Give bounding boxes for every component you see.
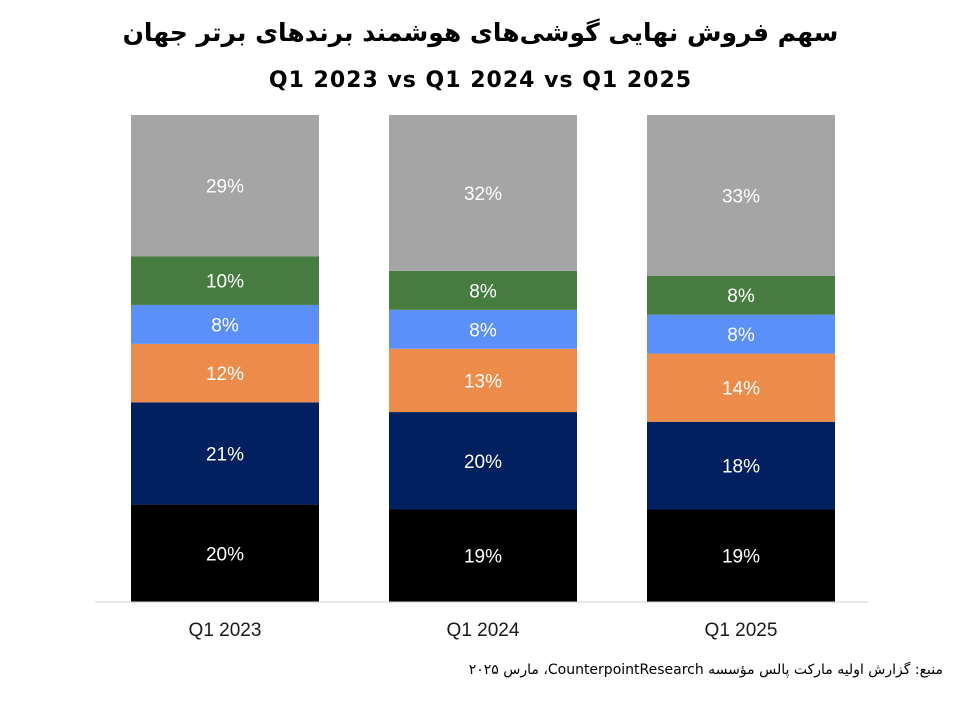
bar-segment-0-0 xyxy=(131,504,319,602)
data-label-1-4: 8% xyxy=(469,281,497,302)
category-label-1: Q1 2024 xyxy=(447,620,520,641)
bar-segment-1-1 xyxy=(389,412,577,510)
bar-segment-2-1 xyxy=(647,421,835,510)
data-label-2-5: 33% xyxy=(722,186,760,207)
bar-segment-2-0 xyxy=(647,509,835,602)
bar-segment-2-4 xyxy=(647,275,835,315)
bar-segment-0-3 xyxy=(131,304,319,344)
bar-segment-1-3 xyxy=(389,309,577,349)
bar-segment-0-5 xyxy=(131,115,319,257)
bars-group: 20% 21% 12% 8% 10% 29% 19% 20% 13% 8% 8% 32% 19% 18% 1… xyxy=(131,115,835,602)
bar-segment-0-1 xyxy=(131,402,319,505)
bar-segment-2-5 xyxy=(647,115,835,276)
data-label-0-5: 29% xyxy=(206,177,244,198)
category-label-2: Q1 2025 xyxy=(705,620,778,641)
bar-segment-0-4 xyxy=(131,256,319,305)
bar-segment-1-4 xyxy=(389,270,577,310)
data-label-2-0: 19% xyxy=(722,547,760,568)
data-label-0-3: 8% xyxy=(211,315,239,336)
chart-subtitle: Q1 2023 vs Q1 2024 vs Q1 2025 xyxy=(268,68,693,93)
chart-title: سهم فروش نهایی گوشی‌های هوشمند برندهای ب… xyxy=(122,18,839,47)
bar-segment-2-2 xyxy=(647,353,835,422)
bar-segment-1-5 xyxy=(389,115,577,271)
data-label-0-1: 21% xyxy=(206,444,244,465)
bar-segment-0-2 xyxy=(131,343,319,403)
data-label-2-2: 14% xyxy=(722,379,760,400)
data-label-1-5: 32% xyxy=(464,184,502,205)
data-label-1-3: 8% xyxy=(469,320,497,341)
bar-segment-2-3 xyxy=(647,314,835,354)
data-label-1-2: 13% xyxy=(464,371,502,392)
source-note: منبع: گزارش اولیه مارکت پالس مؤسسه Count… xyxy=(468,662,943,678)
category-labels: Q1 2023 Q1 2024 Q1 2025 xyxy=(189,620,778,641)
data-label-1-0: 19% xyxy=(464,547,502,568)
data-label-2-3: 8% xyxy=(727,325,755,346)
data-label-2-4: 8% xyxy=(727,286,755,307)
data-label-0-4: 10% xyxy=(206,272,244,293)
data-label-0-2: 12% xyxy=(206,364,244,385)
category-label-0: Q1 2023 xyxy=(189,620,262,641)
bar-segment-1-2 xyxy=(389,348,577,413)
data-label-1-1: 20% xyxy=(464,452,502,473)
data-label-2-1: 18% xyxy=(722,457,760,478)
data-label-0-0: 20% xyxy=(206,544,244,565)
bar-segment-1-0 xyxy=(389,509,577,602)
